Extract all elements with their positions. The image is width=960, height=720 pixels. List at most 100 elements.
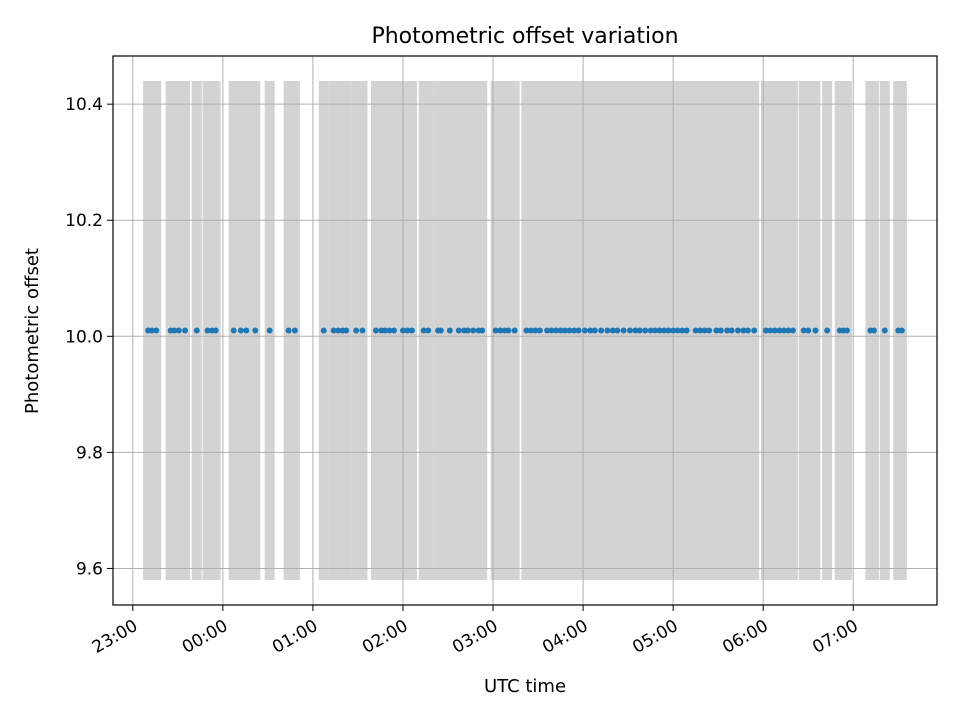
data-point <box>636 327 643 334</box>
x-tick-label: 03:00 <box>449 616 501 658</box>
data-point <box>824 327 831 334</box>
data-point <box>780 327 787 334</box>
x-tick-label: 06:00 <box>719 616 771 658</box>
data-point <box>372 327 379 334</box>
data-point <box>204 327 211 334</box>
data-point <box>148 327 155 334</box>
data-point <box>408 327 415 334</box>
x-tick-label: 07:00 <box>809 616 861 658</box>
data-point <box>575 327 582 334</box>
data-point <box>713 327 720 334</box>
data-point <box>898 327 905 334</box>
data-point <box>557 327 564 334</box>
x-axis-label: UTC time <box>484 676 566 697</box>
data-point <box>505 327 512 334</box>
plot-frame <box>112 55 938 606</box>
y-tick-label: 10.4 <box>65 95 103 115</box>
data-point <box>740 327 747 334</box>
data-point <box>805 327 812 334</box>
data-point <box>212 327 219 334</box>
data-point <box>553 327 560 334</box>
data-point <box>523 327 530 334</box>
data-point <box>243 327 250 334</box>
data-point <box>381 327 388 334</box>
data-point <box>455 327 462 334</box>
data-point <box>343 327 350 334</box>
data-point <box>661 327 668 334</box>
data-point <box>692 327 699 334</box>
data-point <box>744 327 751 334</box>
data-point <box>359 327 366 334</box>
data-point <box>734 327 741 334</box>
data-point <box>614 327 621 334</box>
data-point <box>335 327 342 334</box>
data-point <box>237 327 244 334</box>
data-point <box>591 327 598 334</box>
data-point <box>252 327 259 334</box>
data-point <box>642 327 649 334</box>
data-point <box>386 327 393 334</box>
data-point <box>843 327 850 334</box>
data-point <box>404 327 411 334</box>
data-point <box>171 327 178 334</box>
data-point <box>446 327 453 334</box>
y-tick-label: 9.6 <box>76 559 103 579</box>
data-point <box>626 327 633 334</box>
data-point <box>724 327 731 334</box>
data-point <box>511 327 518 334</box>
data-point <box>587 327 594 334</box>
data-point <box>701 327 708 334</box>
data-point <box>193 327 200 334</box>
data-point <box>604 327 611 334</box>
data-point <box>717 327 724 334</box>
data-point <box>425 327 432 334</box>
data-point <box>656 327 663 334</box>
data-point <box>532 327 539 334</box>
data-point <box>674 327 681 334</box>
data-point <box>789 327 796 334</box>
data-point <box>285 327 292 334</box>
data-point <box>800 327 807 334</box>
y-tick-label: 10.0 <box>65 327 103 347</box>
data-point <box>751 327 758 334</box>
data-point <box>683 327 690 334</box>
data-point <box>437 327 444 334</box>
data-point <box>762 327 769 334</box>
data-point <box>175 327 182 334</box>
data-point <box>536 327 543 334</box>
data-point <box>706 327 713 334</box>
x-tick-label: 23:00 <box>89 616 141 658</box>
data-point <box>527 327 534 334</box>
data-point <box>399 327 406 334</box>
data-point <box>870 327 877 334</box>
x-tick-label: 04:00 <box>539 616 591 658</box>
data-point <box>330 327 337 334</box>
data-point <box>620 327 627 334</box>
data-point <box>544 327 551 334</box>
y-tick-label: 9.8 <box>76 443 103 463</box>
data-point <box>320 327 327 334</box>
data-point <box>652 327 659 334</box>
data-point <box>353 327 360 334</box>
y-axis-label: Photometric offset <box>22 248 43 414</box>
data-point <box>266 327 273 334</box>
x-tick-label: 01:00 <box>269 616 321 658</box>
data-point <box>598 327 605 334</box>
data-point <box>609 327 616 334</box>
data-point <box>562 327 569 334</box>
data-point <box>420 327 427 334</box>
data-point <box>571 327 578 334</box>
data-point <box>182 327 189 334</box>
x-tick-label: 05:00 <box>629 616 681 658</box>
data-point <box>291 327 298 334</box>
data-point <box>771 327 778 334</box>
data-point <box>785 327 792 334</box>
data-point <box>581 327 588 334</box>
data-point <box>728 327 735 334</box>
data-point <box>153 327 160 334</box>
data-point <box>479 327 486 334</box>
y-tick-label: 10.2 <box>65 211 103 231</box>
data-point <box>812 327 819 334</box>
data-point <box>632 327 639 334</box>
data-point <box>647 327 654 334</box>
